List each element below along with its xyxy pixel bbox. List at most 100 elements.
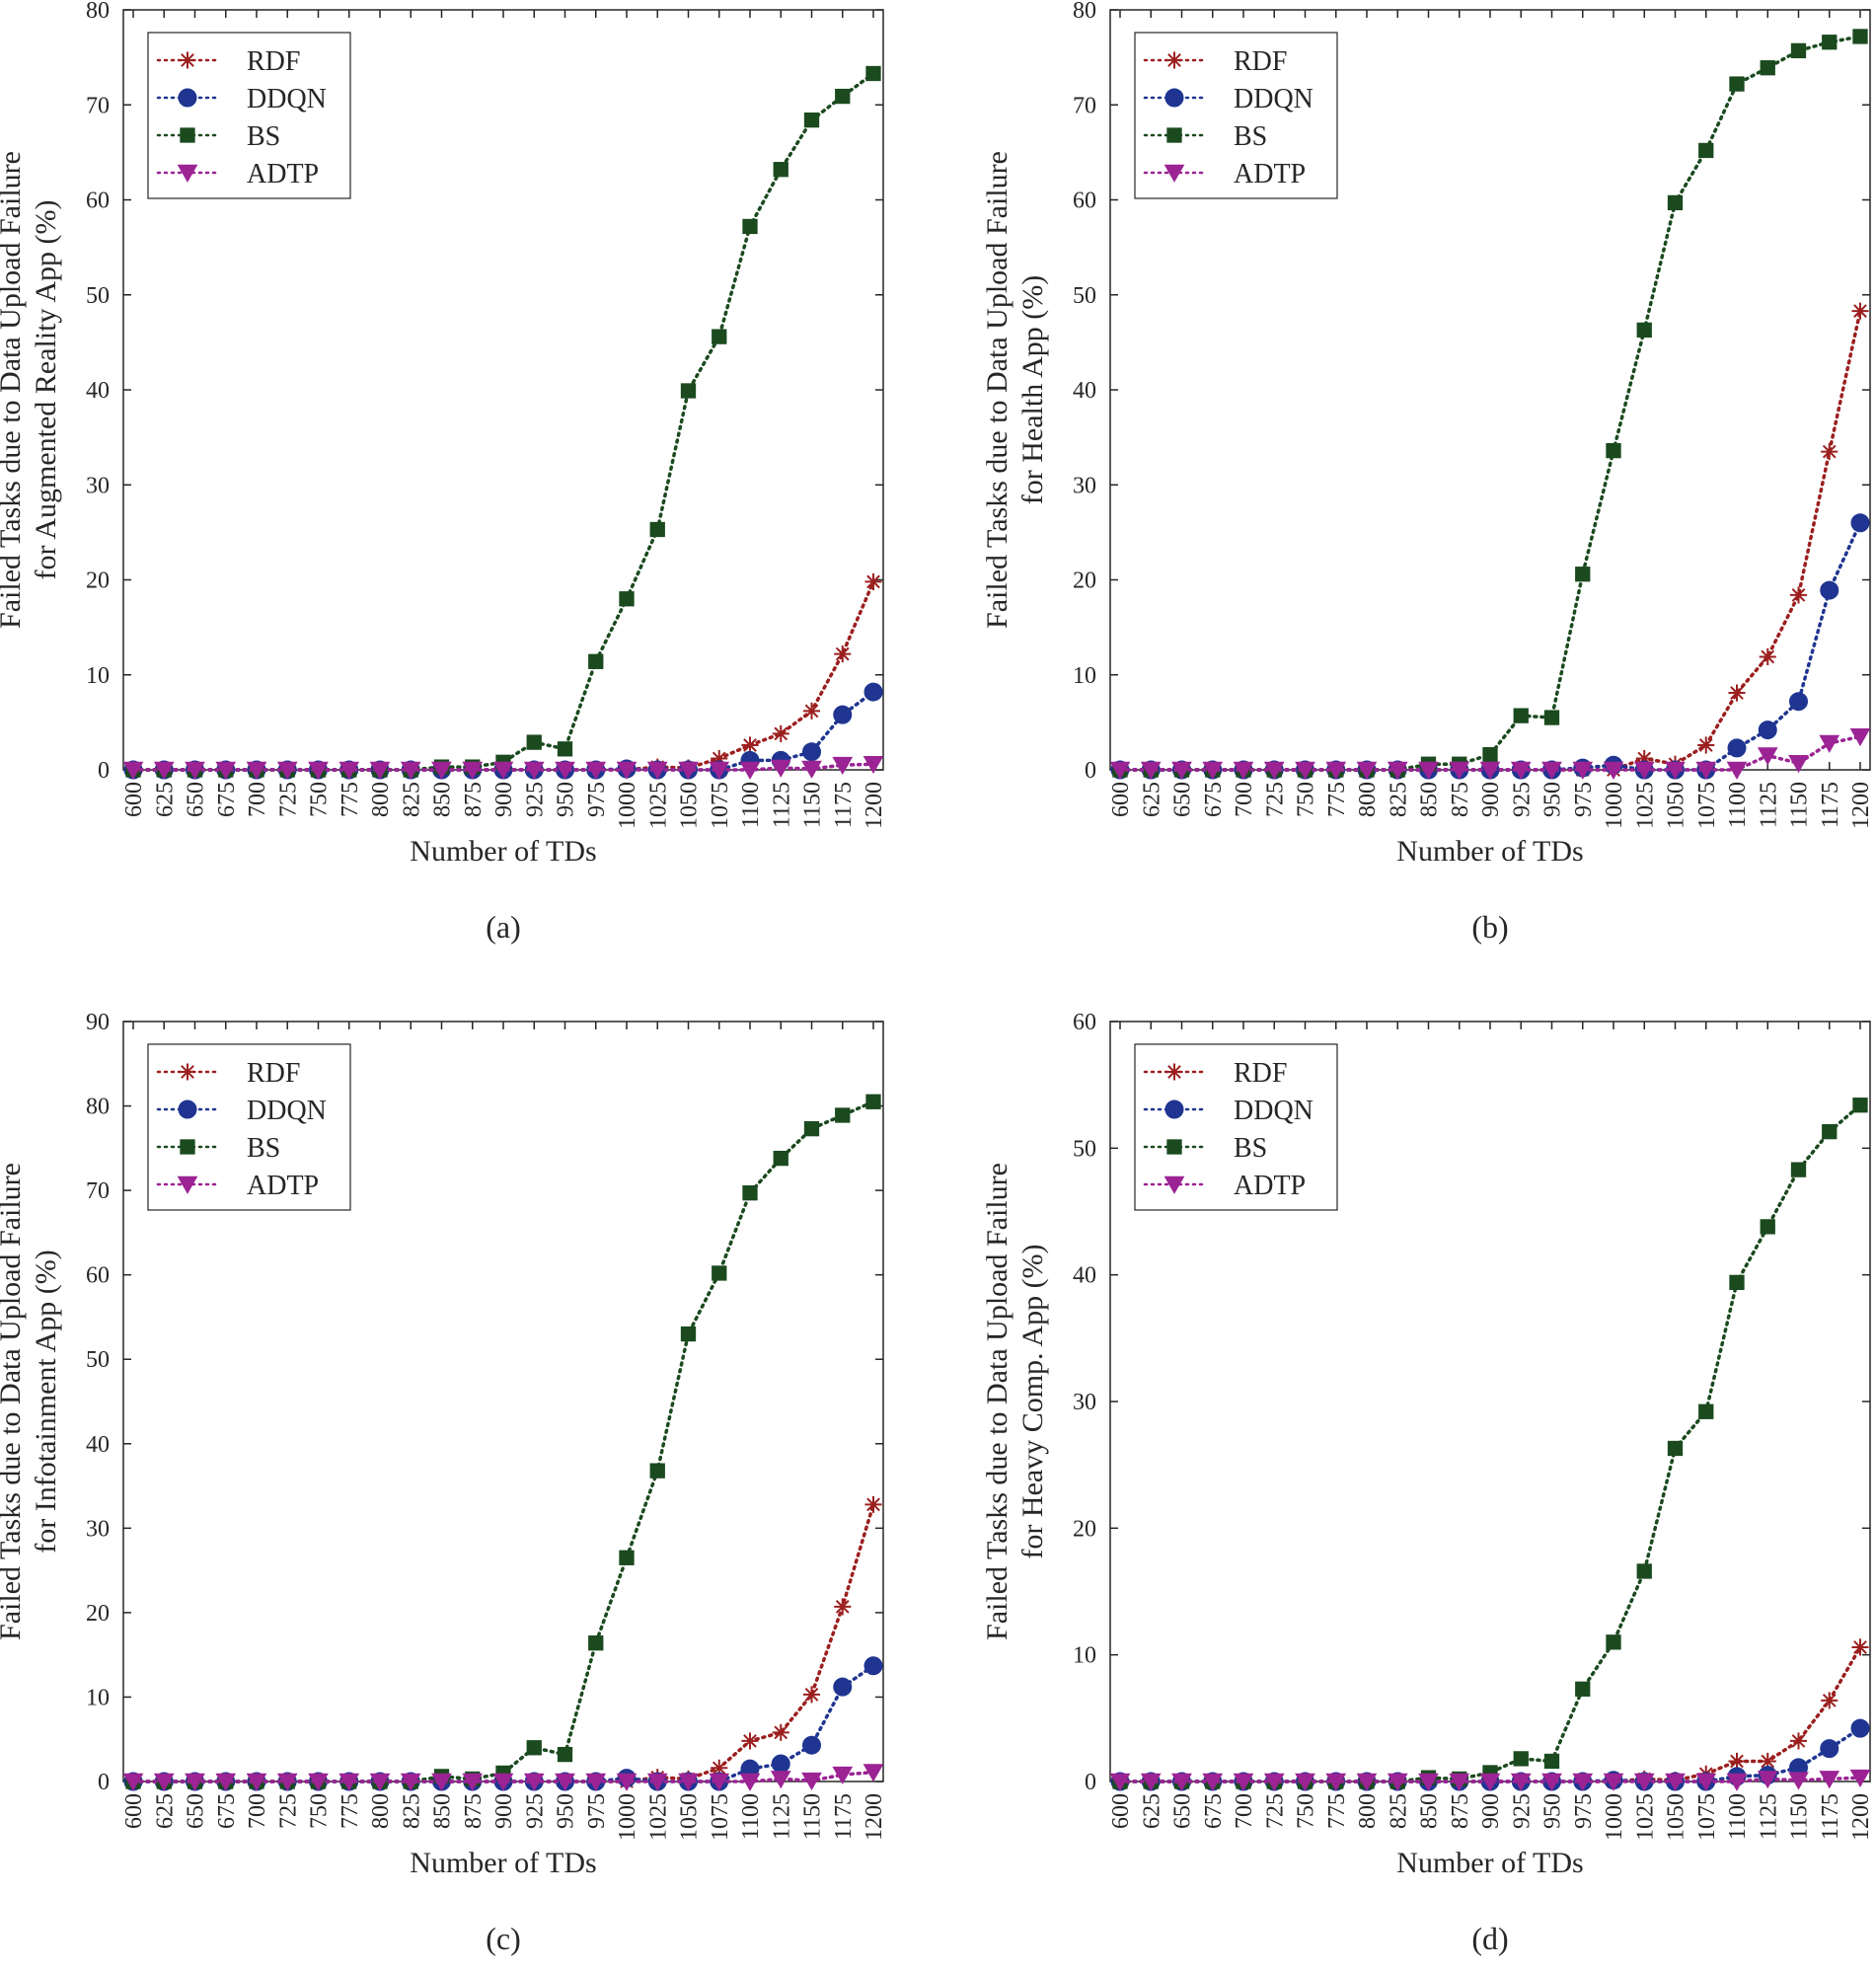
circle-marker bbox=[1164, 88, 1184, 108]
legend-label-bs: BS bbox=[1234, 121, 1267, 152]
square-marker bbox=[1822, 35, 1838, 50]
triangle-marker bbox=[1572, 1773, 1594, 1791]
x-tick-label: 975 bbox=[1571, 1793, 1597, 1829]
x-tick-label: 750 bbox=[1294, 782, 1319, 817]
triangle-marker bbox=[1449, 761, 1470, 780]
x-tick-label: 1050 bbox=[1664, 782, 1689, 829]
triangle-marker bbox=[1295, 761, 1315, 780]
y-tick-label: 20 bbox=[1073, 569, 1096, 594]
x-tick-label: 1000 bbox=[615, 1793, 640, 1841]
x-tick-label: 925 bbox=[522, 782, 548, 817]
x-tick-label: 1000 bbox=[1602, 1793, 1627, 1841]
x-tick-label: 800 bbox=[1355, 782, 1381, 817]
x-tick-label: 650 bbox=[1170, 782, 1196, 817]
asterisk-marker bbox=[1821, 1692, 1838, 1709]
asterisk-marker bbox=[1851, 302, 1869, 320]
triangle-marker bbox=[1819, 734, 1840, 753]
triangle-marker bbox=[1140, 1773, 1162, 1791]
asterisk-marker bbox=[864, 1495, 882, 1513]
x-tick-label: 1000 bbox=[615, 782, 640, 829]
x-tick-label: 925 bbox=[522, 1793, 548, 1829]
triangle-marker bbox=[1233, 1773, 1254, 1791]
triangle-marker bbox=[122, 761, 144, 780]
x-tick-label: 725 bbox=[275, 1793, 301, 1829]
y-tick-label: 40 bbox=[86, 378, 110, 404]
chart-panel-a: 0 10 20 30 40 50 60 70 80 600 625 650 675 700 725 750 77… bbox=[0, 0, 887, 945]
y-axis-label: for Augmented Reality App (%) bbox=[30, 200, 62, 580]
triangle-marker bbox=[739, 761, 761, 780]
x-tick-label: 700 bbox=[245, 1793, 270, 1829]
x-tick-label: 875 bbox=[461, 782, 487, 817]
x-tick-label: 650 bbox=[184, 1793, 209, 1829]
triangle-marker bbox=[308, 1773, 329, 1791]
triangle-marker bbox=[276, 1773, 298, 1791]
x-tick-label: 700 bbox=[1232, 782, 1257, 817]
legend-label-adtp: ADTP bbox=[1234, 159, 1306, 190]
x-tick-label: 1175 bbox=[831, 782, 857, 828]
y-tick-label: 0 bbox=[1085, 758, 1096, 784]
y-tick-label: 10 bbox=[86, 663, 110, 689]
square-marker bbox=[557, 1746, 573, 1763]
triangle-marker bbox=[1849, 728, 1871, 747]
legend: RDF DDQN BS ADTP bbox=[147, 1043, 351, 1211]
triangle-marker bbox=[616, 1773, 638, 1791]
x-tick-label: 800 bbox=[368, 782, 394, 817]
triangle-marker bbox=[1541, 1773, 1562, 1791]
x-tick-label: 650 bbox=[184, 782, 209, 817]
x-tick-label: 625 bbox=[152, 1793, 178, 1829]
legend-label-ddqn: DDQN bbox=[1234, 1096, 1313, 1126]
legend-label-rdf: RDF bbox=[247, 46, 300, 77]
asterisk-marker bbox=[1789, 586, 1808, 604]
triangle-marker bbox=[832, 756, 854, 776]
triangle-marker bbox=[1295, 1773, 1315, 1791]
x-tick-label: 700 bbox=[1232, 1793, 1257, 1829]
triangle-marker bbox=[646, 1773, 668, 1791]
triangle-marker bbox=[1109, 1773, 1131, 1791]
y-tick-label: 50 bbox=[86, 283, 110, 309]
triangle-marker bbox=[678, 1773, 699, 1791]
x-axis-label: Number of TDs bbox=[1396, 835, 1583, 868]
square-marker bbox=[1513, 1751, 1529, 1767]
square-marker bbox=[649, 1463, 665, 1478]
triangle-marker bbox=[1202, 761, 1224, 780]
y-axis-label: for Health App (%) bbox=[1016, 275, 1049, 504]
y-tick-label: 70 bbox=[86, 1178, 110, 1204]
y-axis-label: Failed Tasks due to Data Upload Failure bbox=[0, 1163, 27, 1640]
circle-marker bbox=[1727, 738, 1747, 758]
triangle-marker bbox=[1418, 1773, 1439, 1791]
square-marker bbox=[1606, 442, 1621, 459]
square-marker bbox=[1822, 1124, 1838, 1140]
x-tick-label: 1050 bbox=[1664, 1793, 1689, 1841]
asterisk-marker bbox=[179, 51, 196, 69]
square-marker bbox=[588, 1635, 604, 1651]
square-marker bbox=[1790, 42, 1807, 59]
triangle-marker bbox=[1356, 761, 1378, 780]
triangle-marker bbox=[832, 1766, 854, 1784]
square-marker bbox=[557, 741, 573, 757]
x-tick-label: 1125 bbox=[1756, 782, 1781, 828]
panel-caption: (d) bbox=[1471, 1921, 1508, 1956]
legend-label-bs: BS bbox=[247, 121, 280, 152]
circle-marker bbox=[863, 682, 883, 702]
x-tick-label: 1150 bbox=[800, 782, 826, 828]
x-tick-label: 825 bbox=[1386, 1793, 1411, 1829]
triangle-marker bbox=[215, 761, 237, 780]
x-tick-label: 675 bbox=[214, 1793, 240, 1829]
asterisk-marker bbox=[772, 724, 789, 742]
square-marker bbox=[835, 88, 851, 105]
triangle-marker bbox=[369, 1773, 391, 1791]
x-tick-label: 925 bbox=[1509, 1793, 1535, 1829]
triangle-marker bbox=[338, 761, 360, 780]
triangle-marker bbox=[431, 1773, 452, 1791]
x-tick-label: 1075 bbox=[708, 1793, 733, 1841]
triangle-marker bbox=[177, 1175, 198, 1194]
triangle-marker bbox=[678, 761, 699, 780]
triangle-marker bbox=[1788, 1772, 1809, 1790]
y-tick-label: 0 bbox=[1085, 1770, 1096, 1795]
legend-label-adtp: ADTP bbox=[247, 159, 319, 190]
x-tick-label: 1025 bbox=[645, 782, 671, 829]
circle-marker bbox=[802, 742, 821, 762]
triangle-marker bbox=[616, 761, 638, 780]
triangle-marker bbox=[555, 761, 575, 780]
triangle-marker bbox=[1263, 761, 1285, 780]
